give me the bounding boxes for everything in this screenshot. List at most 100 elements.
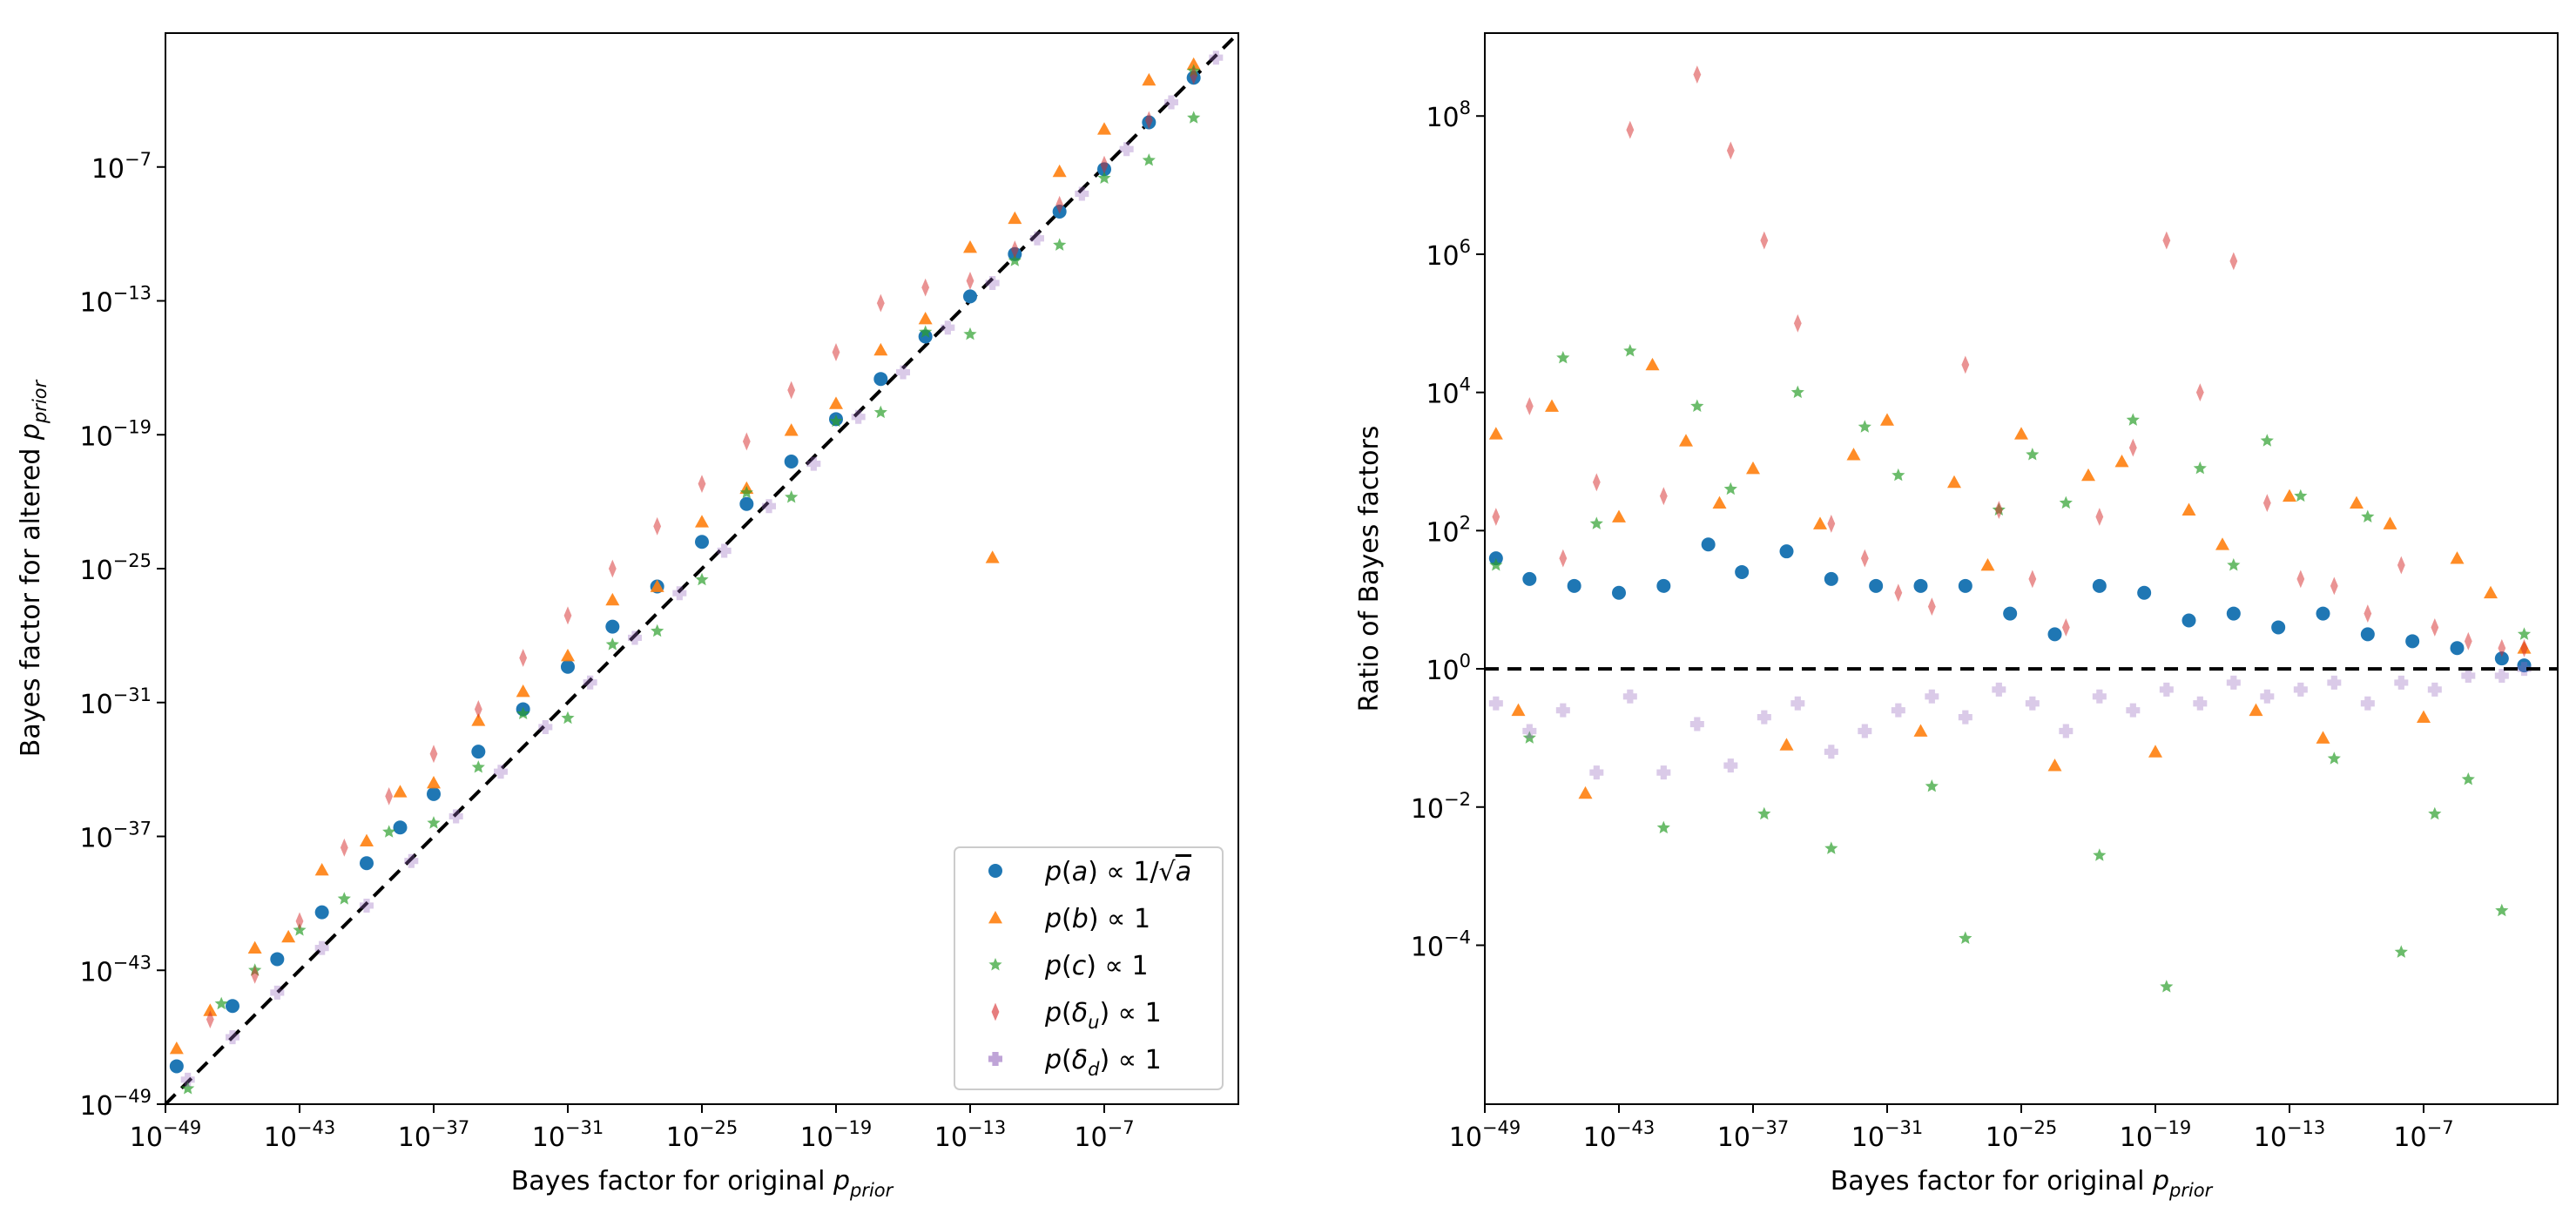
data-point [1860, 549, 1869, 568]
data-point [2092, 578, 2107, 593]
data-point [2229, 252, 2238, 271]
data-point [2226, 675, 2241, 690]
data-point [427, 776, 441, 789]
data-point [1925, 779, 1939, 792]
x-tick-label: 10−43 [1583, 1117, 1656, 1153]
x-axis-label-left: Bayes factor for original pprior [511, 1166, 894, 1201]
data-point [2047, 627, 2062, 642]
data-point [1097, 122, 1111, 135]
data-point [2520, 638, 2528, 657]
data-point [1525, 397, 1534, 415]
x-tick-label: 10−25 [1986, 1117, 2058, 1153]
data-point [2262, 494, 2271, 513]
data-point [2260, 689, 2275, 704]
data-point [494, 765, 509, 779]
data-point [2227, 558, 2241, 571]
data-point [605, 592, 620, 606]
data-point [1492, 508, 1500, 526]
data-point [985, 550, 1000, 563]
data-point [2360, 627, 2375, 642]
data-point [1824, 745, 1838, 759]
data-point [2494, 651, 2509, 666]
plot-area-right [1485, 33, 2558, 1104]
data-point [739, 496, 754, 511]
data-point [2405, 634, 2420, 649]
reference-line [164, 31, 1240, 1106]
data-point [1824, 841, 1838, 854]
data-point [695, 515, 709, 528]
data-point [1187, 111, 1201, 124]
data-point [698, 475, 706, 494]
data-point [206, 1010, 214, 1029]
data-point [1793, 313, 1802, 333]
scatter-panel-right: 10−49 10−43 10−37 10−31 10−25 10−19 10−13 10−7 … [1354, 32, 2559, 1201]
data-point [2195, 383, 2204, 402]
data-point [314, 862, 329, 876]
data-point [1055, 195, 1064, 214]
data-point [314, 940, 329, 955]
data-point [963, 327, 977, 340]
data-point [717, 543, 732, 558]
data-point [1589, 765, 1604, 780]
scatter-panel-left: 10−49 10−43 10−37 10−31 10−25 10−19 10−13 10−7 … [16, 31, 1240, 1201]
y-axis-label-right: Ratio of Bayes factors [1354, 426, 1385, 712]
y-tick-label: 10−25 [79, 550, 152, 586]
data-point [1894, 583, 1903, 603]
data-point [742, 432, 751, 451]
data-point [1556, 351, 1570, 364]
data-point [1959, 931, 1972, 944]
data-point [2464, 631, 2472, 650]
data-point [2271, 620, 2286, 635]
data-point [1891, 703, 1905, 718]
data-point [1961, 355, 1970, 374]
x-tick-label: 10−7 [2393, 1117, 2453, 1153]
data-point [1927, 597, 1936, 617]
data-point [2293, 682, 2308, 697]
data-point [918, 312, 933, 325]
data-point [1869, 578, 1884, 593]
data-point [1008, 211, 1022, 225]
data-point [1010, 240, 1019, 259]
data-point [1723, 482, 1737, 495]
data-point [1690, 399, 1704, 412]
data-point [1209, 51, 1224, 65]
data-point [1689, 717, 1704, 731]
data-point [2361, 509, 2375, 522]
data-point [2394, 945, 2408, 958]
data-point [2014, 427, 2028, 440]
data-point [1913, 578, 1928, 593]
data-point [1656, 578, 1671, 593]
data-point [829, 396, 843, 409]
data-point [2249, 703, 2263, 717]
data-point [2160, 980, 2174, 993]
data-point [873, 405, 887, 419]
y-tick-label: 10−49 [79, 1086, 152, 1122]
y-tick-label: 104 [1426, 374, 1471, 410]
data-point [270, 952, 285, 967]
data-point [2128, 438, 2137, 457]
data-point [1522, 724, 1537, 738]
data-point [1097, 171, 1111, 184]
data-point [561, 659, 575, 674]
data-point [2494, 669, 2509, 684]
data-point [516, 706, 530, 719]
data-point [1656, 765, 1671, 780]
data-point [360, 898, 374, 913]
data-point [169, 1041, 184, 1055]
data-point [1075, 186, 1089, 201]
x-tick-label: 10−43 [264, 1117, 336, 1153]
data-point [1119, 142, 1134, 157]
data-point [1545, 399, 1559, 412]
data-point [1992, 682, 2006, 697]
data-point [1779, 544, 1794, 559]
data-point [1559, 549, 1568, 568]
data-point [2193, 696, 2208, 711]
data-point [2484, 585, 2498, 599]
data-point [695, 535, 709, 549]
data-point [1612, 585, 1626, 600]
legend-label-dd: p(δd) ∝ 1 [1044, 1045, 1162, 1080]
data-point [1623, 344, 1637, 357]
legend-entry-du: p(δu) ∝ 1 [991, 998, 1162, 1033]
data-point [985, 276, 1000, 290]
